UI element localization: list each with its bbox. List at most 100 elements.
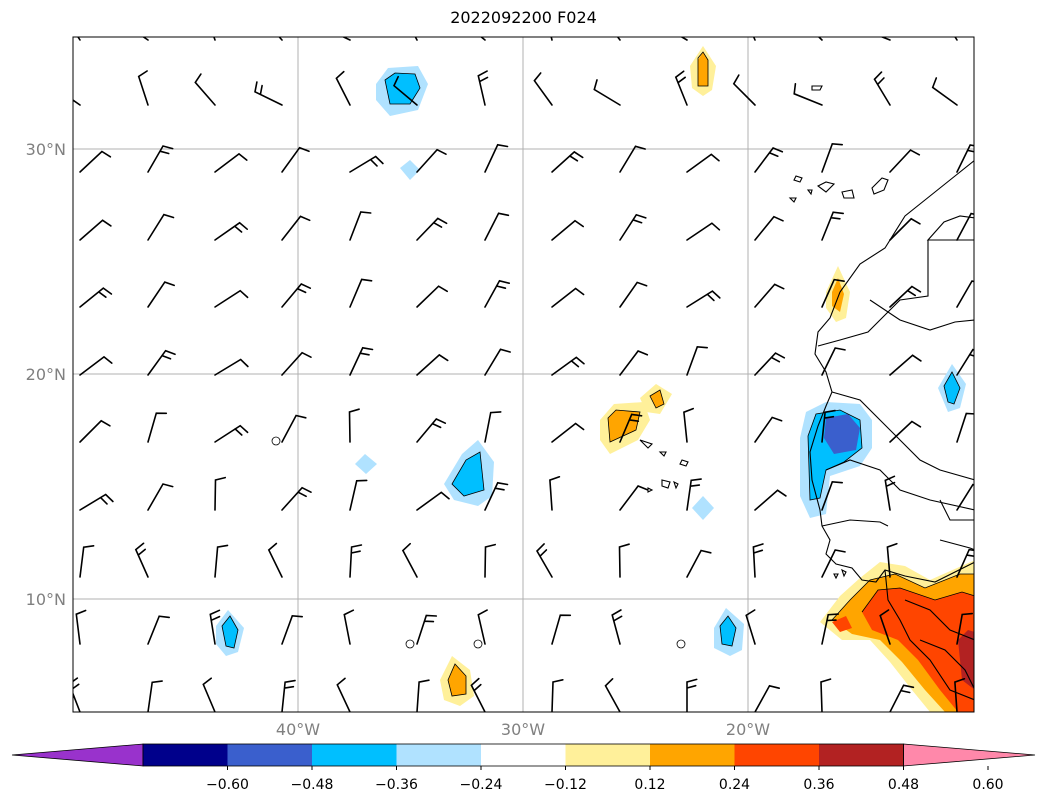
wind-barb [619,485,649,511]
colorbar-cell [819,744,904,766]
wind-barb [484,279,510,308]
lat-label-10n: 10°N [26,590,66,609]
wind-barb [214,221,248,241]
wind-barb [686,153,720,173]
wind-barb [680,37,688,41]
colorbar-cell [143,744,228,766]
colorbar-tick-label: 0.24 [719,777,750,793]
wind-barb [79,355,113,376]
wind-barb [551,150,584,173]
wind-barb [401,542,418,578]
wind-barb [686,549,712,578]
wind-barb [793,83,823,106]
wind-barb [484,212,510,241]
wind-barb [75,609,87,645]
wind-barb [954,37,958,41]
colorbar-tick-label: 0.12 [634,777,665,793]
wind-barb [484,543,496,578]
wind-barb [484,481,509,511]
wind-barb [416,614,438,645]
wind-barb [194,73,216,106]
wind-barb [616,37,621,41]
wind-barb [752,37,756,41]
wind-barb [470,677,486,712]
wind-barb [674,70,688,106]
wind-barb [754,147,784,173]
wind-barb [821,409,836,443]
wind-barb [281,614,303,645]
wind-barb [214,152,248,173]
wind-barb [477,609,488,645]
wind-barb [745,609,756,645]
wind-barb [754,283,785,308]
wind-barb [73,677,81,712]
wind-barb [214,424,249,443]
colorbar-tick-label: −0.24 [460,777,503,793]
wind-barb [889,149,921,173]
wind-barb [879,609,891,645]
colorbar-tick-label: 0.60 [972,777,1003,793]
colorbar-cell [312,744,397,766]
wind-barb [752,543,764,578]
wind-barb [619,213,647,241]
colorbar: −0.60 −0.48 −0.36 −0.24 −0.12 0.12 0.24 0.36 0.4… [11,743,1036,793]
wind-barb [416,285,448,308]
colorbar-tick-label: −0.48 [291,777,334,793]
wind-barb [536,543,553,578]
gridlines [73,37,974,712]
wind-barb [147,281,175,308]
wind-barb [551,422,585,443]
wind-barb [754,416,783,443]
wind-barb [477,70,489,106]
wind-barb [873,71,891,106]
wind-barb [414,37,418,41]
wind-barb [686,678,698,712]
wind-barb [956,280,974,308]
wind-barb [931,77,958,106]
wind-barb [416,353,449,376]
colorbar-extend-high [903,743,1036,767]
wind-barb [416,148,447,173]
wind-barb [147,483,174,511]
wind-barb [821,549,846,578]
wind-barb [686,290,721,308]
lat-label-30n: 30°N [26,140,66,159]
wind-barb [889,354,922,376]
wind-barb [416,491,450,511]
wind-barb [134,542,149,578]
wind-barb [551,614,572,645]
wind-barb [416,679,430,712]
wind-barb [686,222,721,241]
wind-barb [79,493,114,511]
wind-barb [343,609,355,645]
wind-barb [281,486,312,511]
wind-barb [956,412,974,443]
colorbar-cell [734,744,819,766]
colorbar-cell [481,744,566,766]
colorbar-cell [565,744,650,766]
wind-barb [281,215,311,241]
wind-barb [754,352,786,376]
wind-barb [416,217,448,241]
wind-barb [335,70,351,106]
wind-barb [889,285,922,308]
wind-barb [393,75,418,106]
wind-barb [214,289,249,308]
wind-barb [619,350,649,376]
wind-barb [956,348,974,376]
wind-barb [349,479,368,511]
wind-barb [349,211,372,241]
wind-barb [551,356,585,376]
wind-barb [348,408,360,443]
shaded-fields [216,46,974,712]
wind-barb [254,81,283,106]
wind-barb [336,677,351,712]
map-title: 2022092200 F024 [450,8,597,27]
colorbar-cell [227,744,312,766]
lon-label-30w: 30°W [501,720,545,739]
wind-barb [549,476,561,511]
lat-label-20n: 20°N [26,365,66,384]
wind-barb [137,70,149,106]
wind-barb [611,609,623,645]
